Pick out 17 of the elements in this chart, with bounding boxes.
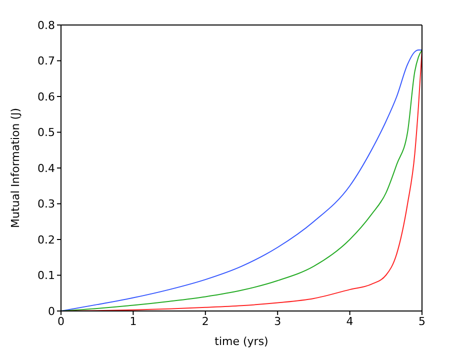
x-tick-label: 1 — [130, 314, 137, 328]
y-tick-label: 0 — [48, 304, 55, 318]
y-tick-label: 0.8 — [38, 18, 55, 32]
x-axis-title: time (yrs) — [214, 335, 268, 348]
y-tick-label: 0.2 — [38, 233, 55, 246]
y-tick-label: 0.6 — [38, 90, 55, 104]
x-tick-label: 4 — [346, 314, 354, 328]
y-tick-label: 0.1 — [38, 269, 55, 282]
y-tick-label: 0.7 — [38, 54, 55, 68]
y-tick-label: 0.4 — [38, 162, 55, 175]
x-tick-label: 5 — [418, 314, 426, 328]
x-tick-label: 3 — [274, 314, 282, 328]
y-axis-title: Mutual Information (J) — [8, 108, 22, 228]
x-tick-label: 2 — [202, 314, 209, 328]
x-tick-label: 0 — [58, 314, 64, 328]
y-tick-label: 0.3 — [38, 198, 55, 211]
y-tick-label: 0.5 — [38, 126, 55, 140]
